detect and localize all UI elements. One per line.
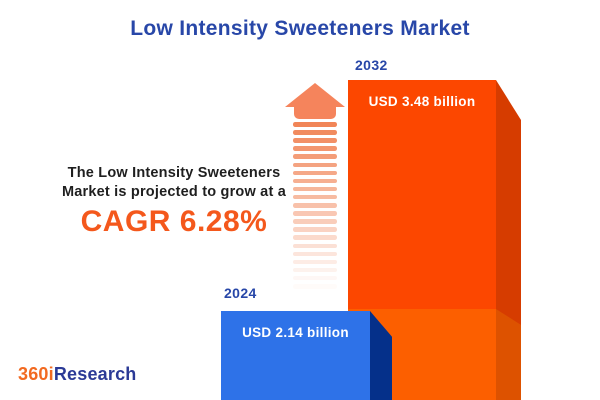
- cagr-value: CAGR 6.28%: [80, 205, 268, 238]
- arrow-stripe: [293, 275, 337, 281]
- bar-2032-value-label: USD 3.48 billion: [368, 94, 476, 109]
- logo-suffix: Research: [53, 364, 137, 384]
- bar-2024-value-label: USD 2.14 billion: [242, 325, 349, 340]
- arrow-stripe: [293, 219, 337, 224]
- arrow-stripe: [293, 194, 337, 200]
- arrow-stripe: [293, 186, 337, 192]
- bar-2032-face-top: [348, 80, 496, 309]
- bar-2024-side: [370, 311, 392, 400]
- arrow-stripe: [293, 243, 337, 249]
- arrow-stripe: [293, 227, 337, 232]
- bar-2024-face: [221, 311, 370, 400]
- arrow-stripe: [293, 259, 337, 265]
- arrow-stripe: [293, 211, 337, 216]
- bar-2032-side-bottom: [496, 309, 521, 400]
- market-tagline: The Low Intensity Sweeteners Market is p…: [40, 164, 308, 239]
- arrow-stripe: [293, 122, 337, 127]
- arrow-stripe: [293, 178, 337, 184]
- arrow-stripe: [293, 162, 337, 168]
- arrow-stripe: [293, 235, 337, 240]
- arrow-stripe: [293, 170, 337, 176]
- arrow-stripe: [293, 130, 337, 135]
- arrow-stripe: [293, 146, 337, 151]
- arrow-stripe: [293, 138, 337, 143]
- arrow-stripe: [293, 251, 337, 257]
- arrow-neck: [294, 102, 336, 119]
- arrow-stripe: [293, 267, 337, 273]
- company-logo: 360iResearch: [18, 364, 137, 385]
- tagline-line-2: Market is projected to grow at a: [62, 184, 286, 200]
- logo-prefix: 360i: [18, 364, 54, 384]
- arrow-stripe: [293, 284, 337, 289]
- bar-2024-year-label: 2024: [224, 285, 257, 301]
- tagline-line-1: The Low Intensity Sweeteners: [67, 165, 281, 181]
- bar-2032-year-label: 2032: [355, 57, 388, 73]
- growth-arrow-icon: [285, 83, 345, 295]
- arrow-stripe: [293, 154, 337, 159]
- arrow-stripe: [293, 203, 337, 208]
- page-title: Low Intensity Sweeteners Market: [130, 17, 470, 40]
- growth-arrow-stripes: [285, 122, 345, 295]
